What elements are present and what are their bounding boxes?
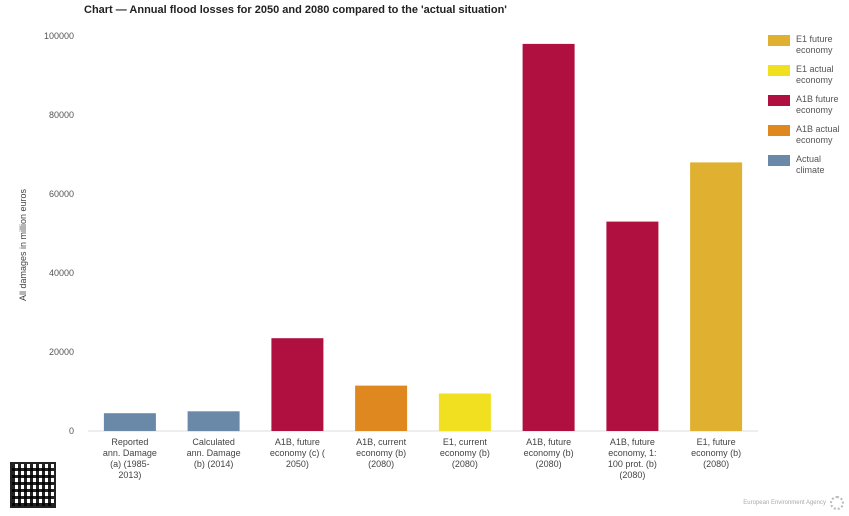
legend-label: E1 actual economy [796, 64, 834, 85]
x-tick-label: A1B, future economy (c) (2050) [270, 437, 325, 469]
legend-item-e1-future[interactable]: E1 future economy [768, 34, 848, 56]
legend-swatch [768, 35, 790, 46]
bar [103, 413, 156, 431]
x-tick-label: A1B, future economy, 1: 100 prot. (b) (2080… [608, 437, 657, 480]
bar [187, 411, 240, 432]
bar [355, 385, 408, 431]
bar [438, 393, 491, 431]
legend-label: A1B actual economy [796, 124, 840, 145]
legend-item-a1b-actual[interactable]: A1B actual economy [768, 124, 848, 146]
bar [522, 43, 575, 432]
bar [271, 338, 324, 431]
bar [606, 221, 659, 431]
legend-label: E1 future economy [796, 34, 833, 55]
legend-swatch [768, 95, 790, 106]
y-tick-label: 60000 [49, 189, 74, 199]
legend-label: A1B future economy [796, 94, 839, 115]
x-tick-label: A1B, future economy (b) (2080) [524, 437, 574, 469]
y-tick-label: 80000 [49, 110, 74, 120]
x-tick-label: E1, current economy (b) (2080) [440, 437, 490, 469]
legend-item-actual-climate[interactable]: Actual climate [768, 154, 848, 176]
x-tick-label: E1, future economy (b) (2080) [691, 437, 741, 469]
legend-item-e1-actual[interactable]: E1 actual economy [768, 64, 848, 86]
x-tick-label: Reported ann. Damage (a) (1985-2013) [103, 437, 157, 480]
legend-item-a1b-future[interactable]: A1B future economy [768, 94, 848, 116]
eea-logo-icon [830, 496, 844, 510]
legend: E1 future economy E1 actual economy A1B … [768, 34, 848, 184]
source-credit: European Environment Agency [743, 500, 826, 506]
legend-swatch [768, 65, 790, 76]
y-tick-label: 40000 [49, 268, 74, 278]
qr-code-icon[interactable] [10, 462, 56, 508]
chart-title: Chart — Annual flood losses for 2050 and… [84, 4, 507, 16]
x-tick-label: A1B, current economy (b) (2080) [356, 437, 407, 469]
y-tick-label: 0 [69, 426, 74, 436]
legend-label: Actual climate [796, 154, 825, 175]
legend-swatch [768, 155, 790, 166]
x-tick-label: Calculated ann. Damage (b) (2014) [187, 437, 241, 469]
y-tick-label: 100000 [44, 31, 74, 41]
bar [690, 162, 743, 431]
legend-swatch [768, 125, 790, 136]
y-tick-label: 20000 [49, 347, 74, 357]
